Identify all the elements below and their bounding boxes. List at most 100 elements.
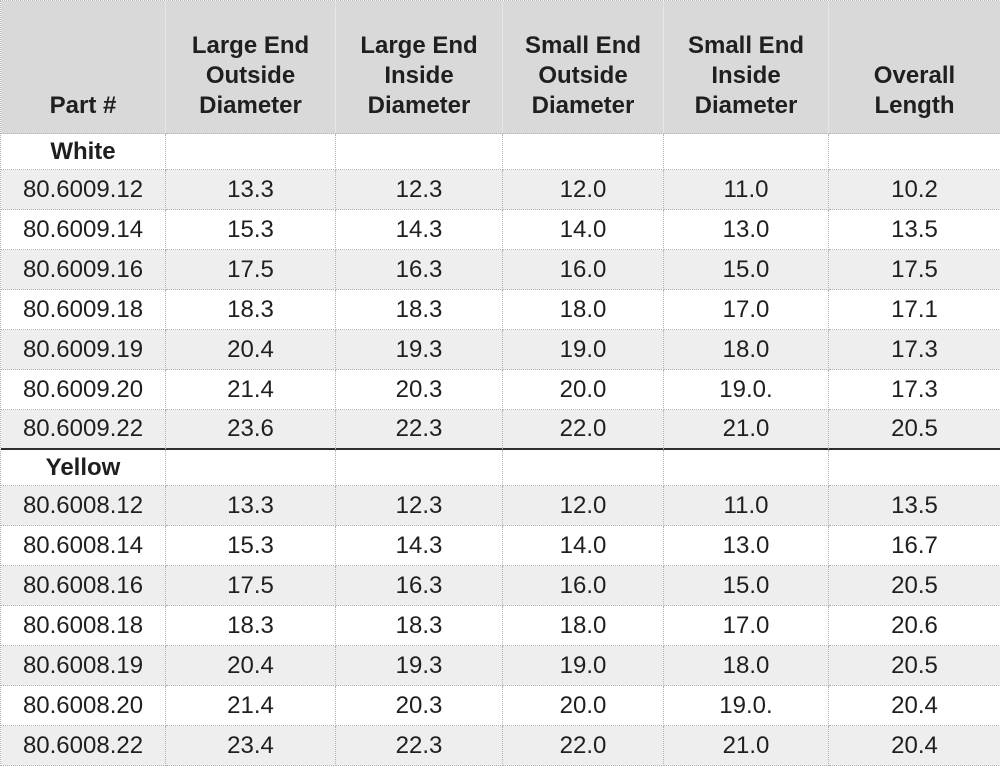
value-cell: 20.4 — [829, 686, 1000, 726]
column-header-overall-length: Overall Length — [829, 1, 1000, 134]
column-header-part-number: Part # — [1, 1, 166, 134]
value-cell: 13.3 — [166, 170, 336, 210]
value-cell: 14.0 — [503, 526, 664, 566]
part-number-cell: 80.6009.20 — [1, 370, 166, 410]
value-cell: 19.0 — [503, 330, 664, 370]
value-cell: 12.3 — [336, 486, 503, 526]
part-number-cell: 80.6009.22 — [1, 410, 166, 450]
value-cell: 20.4 — [166, 646, 336, 686]
part-number-cell: 80.6008.20 — [1, 686, 166, 726]
column-header-large-end-inside-diameter: Large End Inside Diameter — [336, 1, 503, 134]
empty-cell — [829, 134, 1000, 170]
value-cell: 20.3 — [336, 370, 503, 410]
column-header-large-end-outside-diameter: Large End Outside Diameter — [166, 1, 336, 134]
value-cell: 20.0 — [503, 370, 664, 410]
value-cell: 17.0 — [664, 290, 829, 330]
value-cell: 18.3 — [166, 290, 336, 330]
value-cell: 21.0 — [664, 410, 829, 450]
value-cell: 19.3 — [336, 646, 503, 686]
column-header-small-end-outside-diameter: Small End Outside Diameter — [503, 1, 664, 134]
empty-cell — [829, 450, 1000, 486]
value-cell: 11.0 — [664, 170, 829, 210]
value-cell: 16.3 — [336, 566, 503, 606]
value-cell: 13.0 — [664, 526, 829, 566]
part-number-cell: 80.6008.12 — [1, 486, 166, 526]
table-row: 80.6009.14 15.3 14.3 14.0 13.0 13.5 — [1, 210, 1000, 250]
value-cell: 17.0 — [664, 606, 829, 646]
value-cell: 18.3 — [336, 606, 503, 646]
part-number-cell: 80.6008.19 — [1, 646, 166, 686]
value-cell: 14.3 — [336, 526, 503, 566]
value-cell: 23.6 — [166, 410, 336, 450]
table-row: 80.6008.12 13.3 12.3 12.0 11.0 13.5 — [1, 486, 1000, 526]
value-cell: 20.3 — [336, 686, 503, 726]
value-cell: 18.3 — [166, 606, 336, 646]
section-row-white: White — [1, 134, 1000, 170]
value-cell: 20.5 — [829, 410, 1000, 450]
value-cell: 18.0 — [503, 606, 664, 646]
value-cell: 16.3 — [336, 250, 503, 290]
value-cell: 13.3 — [166, 486, 336, 526]
part-number-cell: 80.6009.16 — [1, 250, 166, 290]
value-cell: 20.5 — [829, 646, 1000, 686]
value-cell: 22.0 — [503, 410, 664, 450]
part-number-cell: 80.6009.19 — [1, 330, 166, 370]
value-cell: 23.4 — [166, 726, 336, 766]
value-cell: 18.0 — [503, 290, 664, 330]
part-number-cell: 80.6008.22 — [1, 726, 166, 766]
value-cell: 13.0 — [664, 210, 829, 250]
part-number-cell: 80.6009.18 — [1, 290, 166, 330]
table-body: White 80.6009.12 13.3 12.3 12.0 11.0 10.2 80.60… — [1, 134, 1000, 766]
table-row: 80.6008.18 18.3 18.3 18.0 17.0 20.6 — [1, 606, 1000, 646]
value-cell: 20.5 — [829, 566, 1000, 606]
part-number-cell: 80.6008.18 — [1, 606, 166, 646]
empty-cell — [336, 134, 503, 170]
part-number-cell: 80.6008.16 — [1, 566, 166, 606]
section-label: White — [1, 134, 166, 170]
value-cell: 14.3 — [336, 210, 503, 250]
table-row: 80.6009.19 20.4 19.3 19.0 18.0 17.3 — [1, 330, 1000, 370]
value-cell: 20.4 — [166, 330, 336, 370]
value-cell: 18.0 — [664, 330, 829, 370]
part-number-cell: 80.6009.14 — [1, 210, 166, 250]
header-row: Part # Large End Outside Diameter Large … — [1, 1, 1000, 134]
table-row: 80.6009.20 21.4 20.3 20.0 19.0. 17.3 — [1, 370, 1000, 410]
value-cell: 20.6 — [829, 606, 1000, 646]
table-row: 80.6009.18 18.3 18.3 18.0 17.0 17.1 — [1, 290, 1000, 330]
value-cell: 13.5 — [829, 486, 1000, 526]
empty-cell — [664, 450, 829, 486]
value-cell: 22.0 — [503, 726, 664, 766]
value-cell: 16.0 — [503, 250, 664, 290]
value-cell: 22.3 — [336, 726, 503, 766]
value-cell: 19.0. — [664, 686, 829, 726]
value-cell: 21.0 — [664, 726, 829, 766]
value-cell: 14.0 — [503, 210, 664, 250]
value-cell: 17.1 — [829, 290, 1000, 330]
value-cell: 17.5 — [166, 566, 336, 606]
value-cell: 17.5 — [829, 250, 1000, 290]
value-cell: 17.3 — [829, 330, 1000, 370]
value-cell: 12.0 — [503, 486, 664, 526]
empty-cell — [503, 134, 664, 170]
value-cell: 10.2 — [829, 170, 1000, 210]
value-cell: 19.0 — [503, 646, 664, 686]
value-cell: 16.7 — [829, 526, 1000, 566]
value-cell: 13.5 — [829, 210, 1000, 250]
column-header-small-end-inside-diameter: Small End Inside Diameter — [664, 1, 829, 134]
table-row: 80.6009.16 17.5 16.3 16.0 15.0 17.5 — [1, 250, 1000, 290]
value-cell: 15.3 — [166, 526, 336, 566]
table-row: 80.6009.22 23.6 22.3 22.0 21.0 20.5 — [1, 410, 1000, 450]
value-cell: 22.3 — [336, 410, 503, 450]
value-cell: 15.3 — [166, 210, 336, 250]
value-cell: 20.4 — [829, 726, 1000, 766]
part-number-cell: 80.6008.14 — [1, 526, 166, 566]
value-cell: 21.4 — [166, 686, 336, 726]
value-cell: 18.0 — [664, 646, 829, 686]
value-cell: 16.0 — [503, 566, 664, 606]
value-cell: 15.0 — [664, 250, 829, 290]
table-row: 80.6009.12 13.3 12.3 12.0 11.0 10.2 — [1, 170, 1000, 210]
table-row: 80.6008.16 17.5 16.3 16.0 15.0 20.5 — [1, 566, 1000, 606]
table-row: 80.6008.20 21.4 20.3 20.0 19.0. 20.4 — [1, 686, 1000, 726]
value-cell: 17.3 — [829, 370, 1000, 410]
table-row: 80.6008.14 15.3 14.3 14.0 13.0 16.7 — [1, 526, 1000, 566]
